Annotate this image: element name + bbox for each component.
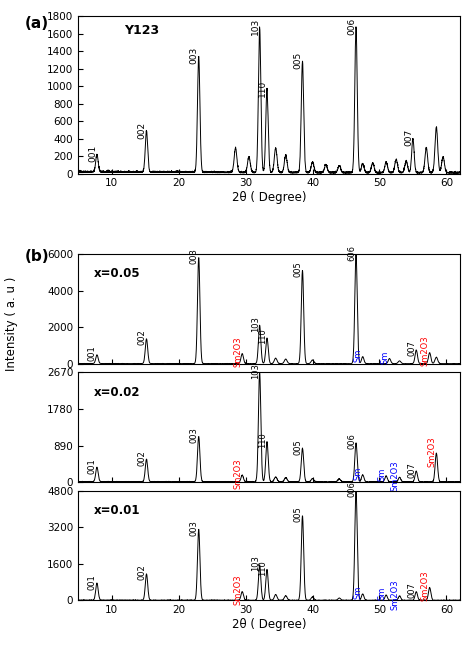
Text: 002: 002 — [137, 122, 146, 138]
Text: 103: 103 — [251, 17, 260, 35]
Text: 001: 001 — [88, 145, 97, 162]
Text: 002: 002 — [137, 329, 146, 345]
Text: Sm: Sm — [354, 349, 363, 362]
Text: Sm: Sm — [354, 466, 363, 480]
Text: 003: 003 — [190, 428, 199, 443]
Text: 006: 006 — [347, 481, 356, 497]
Text: 007: 007 — [407, 462, 416, 477]
Text: Sm: Sm — [377, 468, 386, 481]
Text: 005: 005 — [293, 261, 302, 277]
X-axis label: 2θ ( Degree): 2θ ( Degree) — [232, 192, 306, 204]
Text: 606: 606 — [347, 245, 356, 261]
Text: Sm2O3: Sm2O3 — [391, 461, 400, 491]
Text: (b): (b) — [25, 248, 49, 264]
Text: 001: 001 — [88, 574, 97, 589]
Text: 003: 003 — [190, 520, 199, 536]
Text: 110: 110 — [258, 432, 267, 448]
Text: Sm2O3: Sm2O3 — [233, 459, 242, 489]
Text: Sm: Sm — [354, 586, 363, 599]
Text: Sm2O3: Sm2O3 — [420, 336, 429, 366]
Text: (a): (a) — [25, 16, 49, 31]
Text: 002: 002 — [137, 565, 146, 580]
X-axis label: 2θ ( Degree): 2θ ( Degree) — [232, 618, 306, 631]
Text: 007: 007 — [407, 582, 416, 598]
Text: Sm2O3: Sm2O3 — [391, 579, 400, 609]
Text: 110: 110 — [258, 80, 267, 97]
Text: Sm2O3: Sm2O3 — [428, 436, 437, 467]
Text: 007: 007 — [407, 340, 416, 356]
Text: Sm2O3: Sm2O3 — [420, 571, 429, 601]
Text: 103: 103 — [251, 363, 260, 378]
Text: Y123: Y123 — [124, 24, 159, 37]
Text: 005: 005 — [293, 507, 302, 522]
Text: 006: 006 — [347, 433, 356, 450]
Text: 103: 103 — [251, 556, 260, 571]
Text: 001: 001 — [88, 345, 97, 361]
Text: x=0.02: x=0.02 — [93, 386, 140, 399]
Text: 001: 001 — [88, 458, 97, 474]
Text: 007: 007 — [404, 129, 413, 146]
Text: Intensity ( a. u ): Intensity ( a. u ) — [5, 276, 18, 371]
Text: Sm2O3: Sm2O3 — [233, 575, 242, 606]
Text: x=0.01: x=0.01 — [93, 504, 140, 517]
Text: 005: 005 — [293, 439, 302, 455]
Text: 103: 103 — [251, 316, 260, 332]
Text: x=0.05: x=0.05 — [93, 267, 140, 280]
Text: 003: 003 — [190, 248, 199, 264]
Text: 002: 002 — [137, 450, 146, 466]
Text: 110: 110 — [258, 329, 267, 344]
Text: Sm: Sm — [377, 587, 386, 600]
Text: 110: 110 — [258, 560, 267, 576]
Text: 006: 006 — [347, 17, 356, 35]
Text: Sm: Sm — [381, 350, 390, 364]
Text: 003: 003 — [190, 47, 199, 65]
Text: Sm2O3: Sm2O3 — [233, 336, 242, 367]
Text: 005: 005 — [293, 52, 302, 69]
